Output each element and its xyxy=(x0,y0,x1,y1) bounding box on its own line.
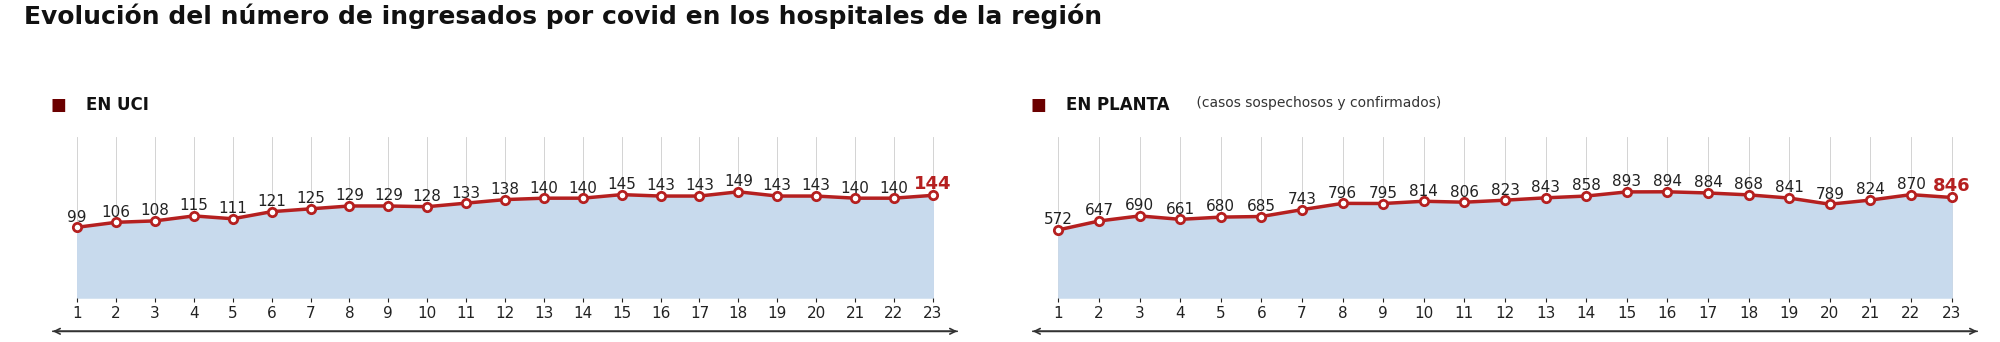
Text: 685: 685 xyxy=(1246,199,1276,214)
Text: 143: 143 xyxy=(684,179,714,194)
Text: 140: 140 xyxy=(880,181,908,196)
Text: 893: 893 xyxy=(1612,174,1642,189)
Text: 647: 647 xyxy=(1084,203,1114,218)
Text: 858: 858 xyxy=(1572,179,1600,194)
Text: 846: 846 xyxy=(1932,177,1970,195)
Text: 145: 145 xyxy=(608,177,636,192)
Text: 106: 106 xyxy=(102,205,130,220)
Text: 140: 140 xyxy=(840,181,870,196)
Text: 143: 143 xyxy=(762,179,792,194)
Text: 140: 140 xyxy=(568,181,598,196)
Text: 99: 99 xyxy=(68,210,86,225)
Text: 690: 690 xyxy=(1126,198,1154,213)
Text: 795: 795 xyxy=(1368,186,1398,201)
Text: 143: 143 xyxy=(646,179,676,194)
Text: 129: 129 xyxy=(334,188,364,203)
Text: 843: 843 xyxy=(1532,180,1560,195)
Text: 743: 743 xyxy=(1288,192,1316,207)
Text: 129: 129 xyxy=(374,188,402,203)
Text: 140: 140 xyxy=(530,181,558,196)
Text: ■: ■ xyxy=(1030,96,1046,114)
Text: ■: ■ xyxy=(50,96,66,114)
Text: 814: 814 xyxy=(1410,184,1438,199)
Text: 111: 111 xyxy=(218,201,248,216)
Text: 108: 108 xyxy=(140,203,170,218)
Text: 806: 806 xyxy=(1450,185,1478,199)
Text: 796: 796 xyxy=(1328,186,1358,201)
Text: 680: 680 xyxy=(1206,199,1236,214)
Text: 138: 138 xyxy=(490,182,520,197)
Text: 894: 894 xyxy=(1652,174,1682,189)
Text: (casos sospechosos y confirmados): (casos sospechosos y confirmados) xyxy=(1192,96,1442,110)
Text: 661: 661 xyxy=(1166,202,1194,217)
Text: 128: 128 xyxy=(412,189,442,204)
Text: 884: 884 xyxy=(1694,175,1722,190)
Text: 824: 824 xyxy=(1856,182,1884,197)
Text: 868: 868 xyxy=(1734,177,1764,192)
Text: 823: 823 xyxy=(1490,183,1520,198)
Text: Evolución del número de ingresados por covid en los hospitales de la región: Evolución del número de ingresados por c… xyxy=(24,3,1102,29)
Text: 133: 133 xyxy=(452,185,480,200)
Text: 572: 572 xyxy=(1044,212,1072,227)
Text: 789: 789 xyxy=(1816,187,1844,201)
Text: 144: 144 xyxy=(914,175,952,193)
Text: EN PLANTA: EN PLANTA xyxy=(1066,96,1170,114)
Text: 115: 115 xyxy=(180,198,208,213)
Text: EN UCI: EN UCI xyxy=(86,96,148,114)
Text: 143: 143 xyxy=(802,179,830,194)
Text: 121: 121 xyxy=(258,194,286,209)
Text: 841: 841 xyxy=(1774,181,1804,195)
Text: 125: 125 xyxy=(296,191,324,206)
Text: 870: 870 xyxy=(1896,177,1926,192)
Text: 149: 149 xyxy=(724,174,752,189)
